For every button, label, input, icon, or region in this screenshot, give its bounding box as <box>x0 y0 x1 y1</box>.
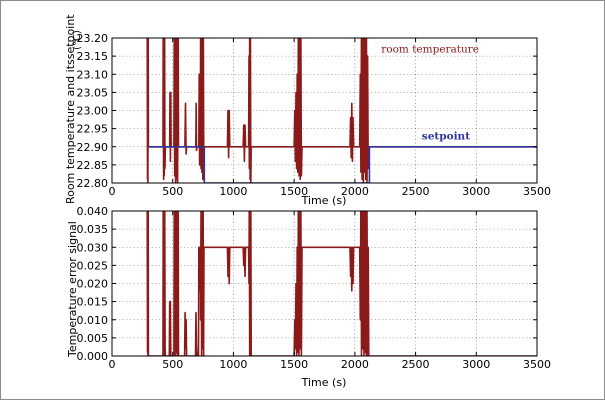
error-x-tick-label: 500 <box>162 358 183 371</box>
temperature-x-tick-label: 0 <box>109 185 116 198</box>
error-x-tick-label: 0 <box>109 358 116 371</box>
temperature-x-tick-label: 500 <box>162 185 183 198</box>
temperature-y-tick-label: 23.15 <box>77 50 109 63</box>
temperature-x-tick-label: 2500 <box>402 185 430 198</box>
room-temperature-line <box>146 38 537 183</box>
temperature-x-axis-label: Time (s) <box>301 194 347 207</box>
error-x-tick-label: 3500 <box>523 358 551 371</box>
temperature-ticks <box>111 37 538 184</box>
error-x-axis-label: Time (s) <box>301 376 347 389</box>
temperature-x-tick-label: 3500 <box>523 185 551 198</box>
error-x-tick-label: 3000 <box>462 358 490 371</box>
temperature-y-tick-label: 22.80 <box>77 177 109 190</box>
error-x-tick-label: 1000 <box>219 358 247 371</box>
temperature-x-tick-label: 3000 <box>462 185 490 198</box>
error-y-axis-label: Temperature error signal <box>66 221 79 358</box>
error-y-tick-label: 0.020 <box>77 278 109 291</box>
error-x-tick-label: 2500 <box>402 358 430 371</box>
setpoint-annotation: setpoint <box>422 131 470 143</box>
error-y-tick-label: 0.010 <box>77 314 109 327</box>
error-x-tick-label: 1500 <box>280 358 308 371</box>
error-y-tick-label: 0.035 <box>77 223 109 236</box>
temperature-y-tick-label: 22.95 <box>77 123 109 136</box>
error-series <box>146 211 537 356</box>
setpoint-line <box>148 146 537 183</box>
error-y-tick-label: 0.015 <box>77 296 109 309</box>
temperature-y-axis-unit: (°C) <box>72 30 83 50</box>
error-y-tick-label: 0.000 <box>77 350 109 363</box>
temperature-chart: 0 500 1000 1500 2000 2500 3000 3500 22.80 22.85 22… <box>64 14 551 207</box>
temperature-x-tick-label: 2000 <box>341 185 369 198</box>
temperature-y-tick-label: 22.90 <box>77 141 109 154</box>
temperature-y-tick-label: 23.05 <box>77 86 109 99</box>
error-y-tick-label: 0.025 <box>77 259 109 272</box>
temperature-y-tick-label: 22.85 <box>77 159 109 172</box>
error-tick-labels: 0 500 1000 1500 2000 2500 3000 3500 0.000 0.005 0.… <box>77 205 552 371</box>
temperature-x-tick-label: 1500 <box>280 185 308 198</box>
room-temperature-annotation: room temperature <box>381 44 479 56</box>
temperature-series <box>146 38 537 183</box>
error-y-tick-label: 0.040 <box>77 205 109 218</box>
temperature-x-tick-label: 1000 <box>219 185 247 198</box>
error-y-tick-label: 0.005 <box>77 332 109 345</box>
error-signal-line <box>146 211 537 356</box>
error-y-tick-label: 0.030 <box>77 241 109 254</box>
error-ticks <box>111 210 538 357</box>
temperature-y-tick-label: 23.20 <box>77 32 109 45</box>
temperature-y-tick-label: 23.00 <box>77 105 109 118</box>
error-chart: 0 500 1000 1500 2000 2500 3000 3500 0.000 0.005 0.… <box>66 205 552 389</box>
error-x-tick-label: 2000 <box>341 358 369 371</box>
temperature-y-axis-label: Room temperature and itssetpoint <box>64 14 77 204</box>
temperature-tick-labels: 0 500 1000 1500 2000 2500 3000 3500 22.80 22.85 22… <box>77 32 552 198</box>
temperature-y-tick-label: 23.10 <box>77 68 109 81</box>
